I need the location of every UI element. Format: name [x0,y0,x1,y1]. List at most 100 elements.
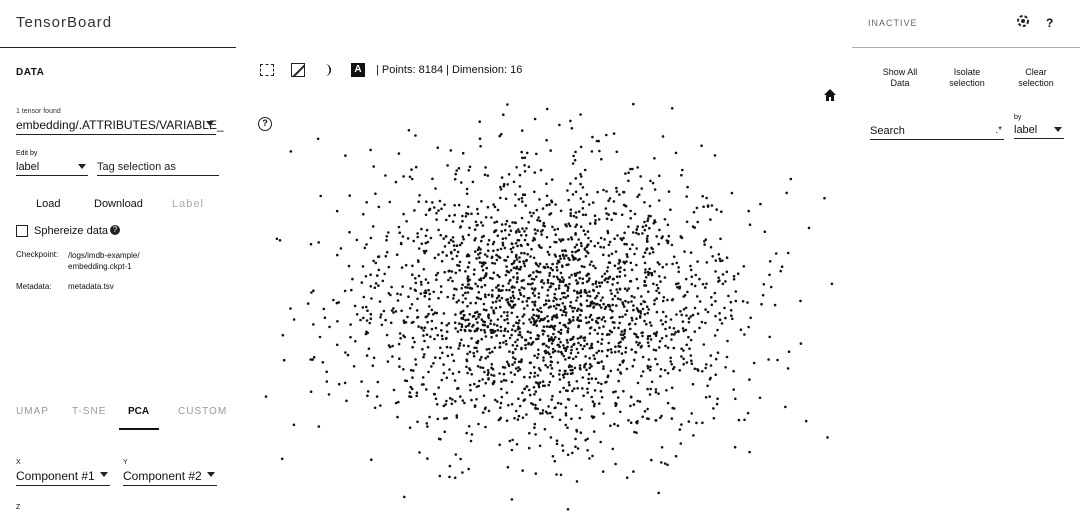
scatter-point[interactable] [445,345,449,349]
scatter-point[interactable] [677,330,680,333]
scatter-point[interactable] [598,149,601,153]
scatter-point[interactable] [637,232,640,236]
scatter-point[interactable] [549,305,552,308]
scatter-point[interactable] [423,339,426,343]
scatter-point[interactable] [440,259,444,263]
scatter-point[interactable] [613,422,616,426]
scatter-point[interactable] [390,309,394,312]
scatter-point[interactable] [650,271,654,275]
scatter-point[interactable] [629,395,633,399]
scatter-point[interactable] [532,211,535,215]
scatter-point[interactable] [644,268,647,271]
scatter-point[interactable] [533,228,537,231]
scatter-point[interactable] [780,265,784,268]
scatter-point[interactable] [534,406,537,410]
scatter-point[interactable] [653,270,656,273]
scatter-point[interactable] [538,381,542,384]
scatter-point[interactable] [646,219,649,223]
scatter-point[interactable] [435,403,439,406]
scatter-point[interactable] [377,284,380,287]
scatter-point[interactable] [469,388,472,392]
scatter-point[interactable] [642,255,645,258]
scatter-point[interactable] [515,253,518,257]
scatter-point[interactable] [617,350,621,353]
scatter-point[interactable] [629,404,632,408]
scatter-point[interactable] [535,324,538,327]
scatter-point[interactable] [670,333,674,336]
scatter-point[interactable] [411,376,414,379]
scatter-point[interactable] [635,277,639,281]
scatter-point[interactable] [718,279,721,282]
scatter-point[interactable] [660,446,664,449]
scatter-point[interactable] [599,236,603,240]
scatter-point[interactable] [574,225,577,229]
scatter-point[interactable] [697,369,700,372]
scatter-point[interactable] [510,311,514,315]
scatter-point[interactable] [504,339,508,343]
scatter-point[interactable] [583,168,587,172]
scatter-point[interactable] [523,238,527,242]
scatter-point[interactable] [558,278,562,282]
scatter-point[interactable] [418,194,421,197]
scatter-point[interactable] [579,113,582,116]
scatter-point[interactable] [639,310,642,313]
scatter-point[interactable] [632,304,635,307]
scatter-point[interactable] [682,362,685,366]
scatter-point[interactable] [446,164,449,167]
scatter-point[interactable] [407,129,411,132]
scatter-point[interactable] [394,180,398,184]
scatter-point[interactable] [773,303,777,307]
scatter-point[interactable] [651,181,655,185]
scatter-point[interactable] [655,331,659,334]
scatter-point[interactable] [516,244,519,248]
scatter-point[interactable] [566,372,569,376]
scatter-point[interactable] [289,307,292,310]
scatter-point[interactable] [576,309,579,312]
scatter-point[interactable] [807,226,811,230]
scatter-point[interactable] [574,437,577,441]
scatter-point[interactable] [648,393,652,396]
scatter-point[interactable] [593,402,596,406]
scatter-point[interactable] [425,200,428,203]
scatter-point[interactable] [319,194,322,198]
scatter-point[interactable] [365,201,368,204]
scatter-point[interactable] [568,276,571,279]
scatter-point[interactable] [617,262,620,265]
scatter-point[interactable] [438,474,442,478]
scatter-point[interactable] [434,397,438,401]
scatter-point[interactable] [467,261,471,264]
scatter-point[interactable] [337,382,341,386]
scatter-point[interactable] [504,237,508,240]
scatter-point[interactable] [516,418,520,421]
scatter-point[interactable] [405,220,408,223]
scatter-point[interactable] [692,210,696,214]
scatter-point[interactable] [545,182,548,186]
scatter-point[interactable] [619,333,623,336]
scatter-point[interactable] [549,266,553,270]
scatter-point[interactable] [473,404,477,407]
scatter-point[interactable] [432,206,436,209]
scatter-point[interactable] [712,416,716,420]
scatter-point[interactable] [492,271,496,274]
scatter-point[interactable] [666,223,670,227]
scatter-point[interactable] [579,319,583,322]
scatter-point[interactable] [631,243,634,246]
scatter-point[interactable] [441,337,444,341]
scatter-point[interactable] [438,199,442,203]
scatter-point[interactable] [588,222,592,225]
moon-icon[interactable] [322,63,334,77]
scatter-point[interactable] [689,315,693,318]
scatter-point[interactable] [575,480,579,483]
scatter-point[interactable] [500,380,503,383]
scatter-point[interactable] [325,370,328,374]
scatter-point[interactable] [724,280,727,283]
scatter-point[interactable] [576,271,579,275]
scatter-point[interactable] [624,313,627,316]
scatter-point[interactable] [412,369,415,372]
scatter-point[interactable] [449,149,453,152]
scatter-point[interactable] [443,245,447,248]
scatter-point[interactable] [657,392,660,396]
scatter-point[interactable] [518,173,522,177]
scatter-point[interactable] [580,244,583,248]
scatter-point[interactable] [558,373,561,376]
